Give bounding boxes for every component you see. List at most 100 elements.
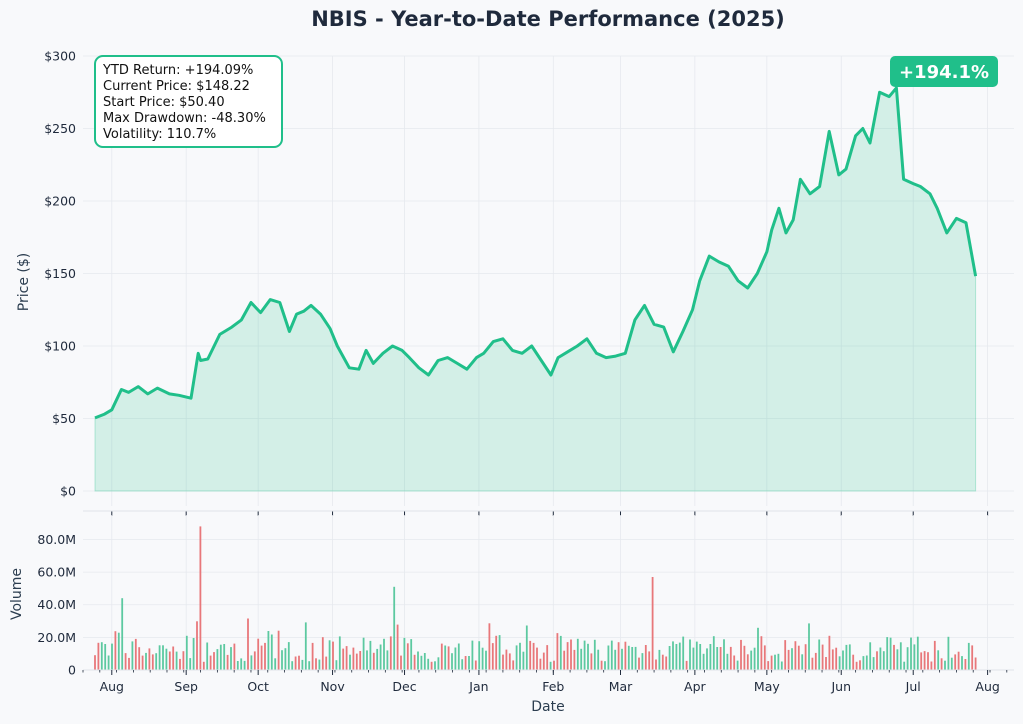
volume-bar (121, 598, 124, 670)
volume-bar (566, 642, 569, 670)
volume-bar (532, 642, 535, 670)
volume-bar (920, 652, 923, 670)
volume-bar (587, 643, 589, 670)
volume-bar (250, 655, 253, 670)
volume-bar (896, 649, 899, 670)
volume-bar (168, 651, 171, 670)
volume-bar (216, 649, 219, 670)
price-y-tick-label: $0 (60, 484, 76, 499)
volume-bar (491, 643, 494, 670)
volume-bar (947, 636, 950, 670)
volume-bar (114, 631, 117, 670)
volume-bar (655, 659, 657, 670)
volume-bar (294, 656, 297, 670)
volume-bar (383, 638, 385, 670)
return-badge: +194.1% (890, 56, 998, 87)
volume-x-tick-label: Feb (542, 679, 564, 694)
volume-bar (117, 632, 120, 670)
volume-bar (525, 625, 528, 670)
volume-bar (488, 623, 491, 670)
volume-bar (614, 649, 617, 670)
volume-bar (508, 653, 511, 670)
volume-bar (590, 653, 593, 670)
volume-bar (165, 648, 168, 670)
volume-bar (260, 645, 263, 670)
volume-bar (916, 636, 919, 670)
volume-bar (464, 656, 467, 670)
volume-bar (536, 647, 538, 670)
volume-bar (362, 637, 365, 670)
volume-bar (559, 635, 562, 670)
volume-bar (379, 644, 382, 670)
volume-bar (352, 647, 355, 670)
volume-bar (264, 642, 266, 670)
volume-bar (872, 657, 875, 670)
volume-x-tick-label: Aug (100, 679, 124, 694)
volume-bar (923, 651, 926, 670)
volume-bar (573, 649, 576, 670)
volume-bar (675, 644, 678, 670)
volume-bar (954, 654, 957, 670)
volume-bar (267, 631, 270, 670)
volume-bar (627, 645, 630, 670)
volume-bar (291, 661, 294, 670)
volume-bar (672, 641, 674, 670)
volume-bar (893, 644, 895, 670)
volume-bar (658, 649, 661, 670)
volume-bar (325, 656, 328, 670)
volume-bar (185, 635, 188, 670)
volume-bar (831, 649, 834, 670)
volume-bar (631, 647, 634, 670)
volume-bar (889, 637, 892, 670)
price-line (94, 86, 978, 420)
volume-bar (723, 639, 725, 670)
volume-bar (930, 661, 933, 670)
volume-bar (855, 661, 858, 670)
volume-bar (182, 651, 185, 670)
volume-bar (512, 660, 515, 670)
volume-bar (736, 660, 739, 670)
volume-bar (743, 645, 746, 670)
volume-bar (702, 653, 705, 670)
volume-bar (529, 640, 532, 670)
volume-x-tick-label: May (754, 679, 780, 694)
volume-bar (964, 659, 967, 670)
volume-bar (539, 658, 542, 670)
volume-bar (396, 624, 399, 670)
stat-start-price: Start Price: $50.40 (103, 95, 225, 110)
volume-bar (729, 646, 732, 670)
volume-bar (818, 639, 821, 670)
volume-bar (519, 642, 521, 670)
volume-bar (944, 660, 946, 670)
volume-bar (634, 646, 637, 670)
volume-bar (281, 650, 283, 670)
volume-bar (828, 635, 831, 670)
volume-x-tick-label: Jun (830, 679, 851, 694)
volume-y-tick-label: 20.0M (37, 630, 76, 645)
volume-bar (638, 657, 640, 670)
volume-bar (910, 637, 912, 670)
volume-bar (335, 660, 338, 670)
volume-bar (838, 656, 841, 670)
volume-bar (372, 652, 375, 670)
price-area-fill (94, 86, 977, 492)
volume-x-tick-label: Oct (247, 679, 269, 694)
price-y-tick-label: $250 (44, 121, 76, 136)
volume-bar (304, 622, 307, 670)
stat-ytd-return: YTD Return: +194.09% (102, 63, 253, 78)
volume-bar (682, 636, 685, 670)
volume-bar (746, 654, 749, 670)
volume-bar (410, 639, 413, 670)
volume-bar (604, 661, 606, 670)
volume-panel: 0 20.0M 40.0M 60.0M 80.0M Aug Sep Oct Nov Dec Jan… (9, 515, 1014, 715)
volume-bar (767, 661, 770, 670)
volume-bar (845, 644, 848, 670)
volume-bar (515, 645, 518, 670)
volume-x-tick-label: Jul (905, 679, 921, 694)
volume-bar (440, 643, 443, 670)
volume-bar (454, 647, 457, 670)
volume-y-label: Volume (9, 568, 25, 620)
stats-box-frame (94, 55, 283, 148)
volume-bar (328, 640, 331, 670)
volume-x-tick-label: Mar (609, 679, 633, 694)
